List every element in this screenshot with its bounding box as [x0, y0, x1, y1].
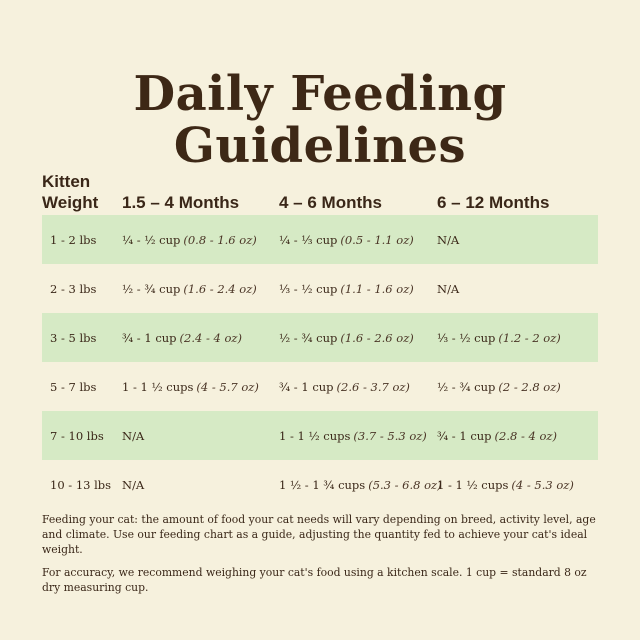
amount-cell: ¼ - ⅓ cup (0.5 - 1.1 oz) [279, 215, 414, 264]
cup-amount: ¼ - ⅓ cup [279, 232, 338, 247]
oz-amount: (2 - 2.8 oz) [498, 379, 561, 394]
table-row: 10 - 13 lbs N/A 1 ½ - 1 ¾ cups (5.3 - 6.8… [42, 460, 598, 509]
amount-cell: ½ - ¾ cup (2 - 2.8 oz) [437, 362, 561, 411]
weight-cell: 1 - 2 lbs [50, 232, 97, 247]
header-kitten-weight: Kitten Weight [42, 172, 99, 212]
table-row: 7 - 10 lbs N/A 1 - 1 ½ cups (3.7 - 5.3 oz… [42, 411, 598, 460]
table-row: 2 - 3 lbs ½ - ¾ cup (1.6 - 2.4 oz) ⅓ - ½ … [42, 264, 598, 313]
feeding-note-paragraph: Feeding your cat: the amount of food you… [42, 513, 596, 556]
oz-amount: (2.6 - 3.7 oz) [336, 379, 410, 394]
oz-amount: (4 - 5.7 oz) [196, 379, 259, 394]
page-title: Daily Feeding Guidelines [0, 68, 640, 172]
feeding-table: 1 - 2 lbs ¼ - ½ cup (0.8 - 1.6 oz) ¼ - ⅓ … [42, 215, 598, 509]
cup-amount: N/A [122, 428, 145, 443]
amount-cell: ½ - ¾ cup (1.6 - 2.6 oz) [279, 313, 414, 362]
cup-amount: ½ - ¾ cup [122, 281, 181, 296]
cup-amount: ¼ - ½ cup [122, 232, 181, 247]
cup-amount: 1 ½ - 1 ¾ cups [279, 477, 366, 492]
amount-cell: ⅓ - ½ cup (1.2 - 2 oz) [437, 313, 561, 362]
cup-amount: 1 - 1 ½ cups [122, 379, 194, 394]
cup-amount: ⅓ - ½ cup [279, 281, 338, 296]
amount-cell: ¾ - 1 cup (2.4 - 4 oz) [122, 313, 242, 362]
weight-cell: 2 - 3 lbs [50, 281, 97, 296]
amount-cell: N/A [122, 460, 147, 509]
amount-cell: ¾ - 1 cup (2.8 - 4 oz) [437, 411, 557, 460]
cup-amount: ¾ - 1 cup [122, 330, 177, 345]
title-line-2: Guidelines [173, 118, 467, 175]
oz-amount: (1.6 - 2.6 oz) [340, 330, 414, 345]
table-header: Kitten Weight 1.5 – 4 Months 4 – 6 Month… [42, 165, 602, 213]
amount-cell: N/A [122, 411, 147, 460]
weight-cell: 10 - 13 lbs [50, 477, 112, 492]
cup-amount: ¾ - 1 cup [437, 428, 492, 443]
amount-cell: N/A [437, 215, 462, 264]
weight-cell: 3 - 5 lbs [50, 330, 97, 345]
cup-amount: N/A [437, 281, 460, 296]
amount-cell: 1 - 1 ½ cups (4 - 5.7 oz) [122, 362, 259, 411]
cup-amount: ½ - ¾ cup [279, 330, 338, 345]
header-1-5-to-4-months: 1.5 – 4 Months [122, 193, 240, 212]
oz-amount: (1.6 - 2.4 oz) [183, 281, 257, 296]
oz-amount: (1.2 - 2 oz) [498, 330, 561, 345]
oz-amount: (0.5 - 1.1 oz) [340, 232, 414, 247]
cup-amount: 1 - 1 ½ cups [437, 477, 509, 492]
cup-amount: ½ - ¾ cup [437, 379, 496, 394]
table-row: 1 - 2 lbs ¼ - ½ cup (0.8 - 1.6 oz) ¼ - ⅓ … [42, 215, 598, 264]
weight-cell: 5 - 7 lbs [50, 379, 97, 394]
amount-cell: ¼ - ½ cup (0.8 - 1.6 oz) [122, 215, 257, 264]
amount-cell: ⅓ - ½ cup (1.1 - 1.6 oz) [279, 264, 414, 313]
amount-cell: ½ - ¾ cup (1.6 - 2.4 oz) [122, 264, 257, 313]
weight-cell: 7 - 10 lbs [50, 428, 104, 443]
feeding-notes: Feeding your cat: the amount of food you… [42, 512, 602, 603]
cup-amount: ¾ - 1 cup [279, 379, 334, 394]
oz-amount: (2.8 - 4 oz) [494, 428, 557, 443]
oz-amount: (0.8 - 1.6 oz) [183, 232, 257, 247]
amount-cell: 1 - 1 ½ cups (3.7 - 5.3 oz) [279, 411, 427, 460]
oz-amount: (3.7 - 5.3 oz) [353, 428, 427, 443]
oz-amount: (2.4 - 4 oz) [179, 330, 242, 345]
cup-amount: 1 - 1 ½ cups [279, 428, 351, 443]
header-4-to-6-months: 4 – 6 Months [279, 193, 382, 212]
table-row: 5 - 7 lbs 1 - 1 ½ cups (4 - 5.7 oz) ¾ - 1… [42, 362, 598, 411]
header-6-to-12-months: 6 – 12 Months [437, 193, 550, 212]
accuracy-note-paragraph: For accuracy, we recommend weighing your… [42, 566, 587, 594]
oz-amount: (1.1 - 1.6 oz) [340, 281, 414, 296]
amount-cell: ¾ - 1 cup (2.6 - 3.7 oz) [279, 362, 410, 411]
cup-amount: N/A [437, 232, 460, 247]
amount-cell: 1 ½ - 1 ¾ cups (5.3 - 6.8 oz) [279, 460, 442, 509]
title-line-1: Daily Feeding [133, 66, 507, 123]
oz-amount: (4 - 5.3 oz) [511, 477, 574, 492]
oz-amount: (5.3 - 6.8 oz) [368, 477, 442, 492]
table-row: 3 - 5 lbs ¾ - 1 cup (2.4 - 4 oz) ½ - ¾ cu… [42, 313, 598, 362]
amount-cell: N/A [437, 264, 462, 313]
amount-cell: 1 - 1 ½ cups (4 - 5.3 oz) [437, 460, 574, 509]
cup-amount: N/A [122, 477, 145, 492]
cup-amount: ⅓ - ½ cup [437, 330, 496, 345]
